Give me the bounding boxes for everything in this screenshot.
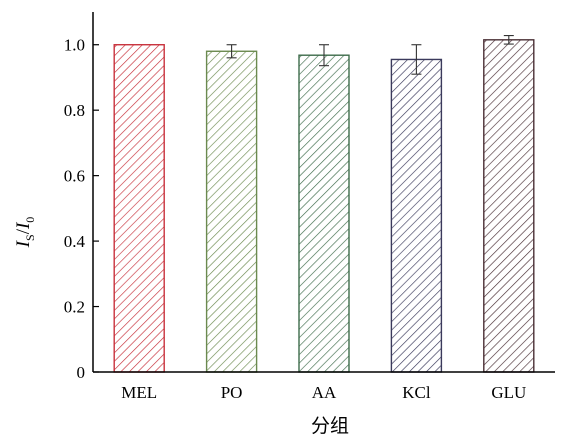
x-tick-label-glu: GLU [491,383,526,402]
bar-po [205,50,258,373]
y-tick-label: 1.0 [64,36,85,55]
bar-kcl [390,58,443,373]
x-tick-label-po: PO [221,383,243,402]
y-tick-label: 0.6 [64,167,85,186]
y-tick-label: 0.4 [64,232,86,251]
y-axis-title-main: I [13,239,34,248]
y-axis-title-slash: / [13,228,34,234]
y-tick-label: 0 [77,363,86,382]
x-tick-label-kcl: KCl [402,383,431,402]
y-axis-title-sub2: 0 [23,217,37,223]
y-ticks-layer: 0 0.2 0.4 0.6 0.8 1.0 [64,36,99,382]
y-axis-title: IS/I0 [13,217,37,249]
y-tick-label: 0.2 [64,298,85,317]
error-bar-kcl [411,44,422,75]
error-bar-aa [319,44,329,67]
bar-mel [113,44,165,373]
bar-glu [483,39,535,373]
y-axis-title-sub1: S [23,234,37,241]
x-tick-label-mel: MEL [121,383,157,402]
error-bar-po [226,44,237,59]
x-ticks-layer: MEL PO AA KCl GLU [121,383,526,402]
error-bar-glu [503,35,514,45]
x-tick-label-aa: AA [312,383,337,402]
y-axis-title-main2: I [13,221,34,230]
bar-aa [298,54,350,373]
x-axis-title: 分组 [311,415,349,437]
error-bars-layer [226,35,514,75]
y-tick-label: 0.8 [64,101,85,120]
bars-layer [113,39,535,373]
